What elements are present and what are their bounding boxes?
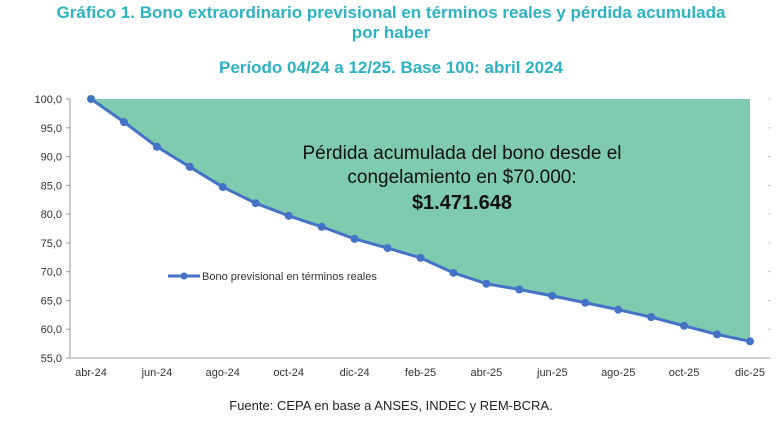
x-tick-label: feb-25 (405, 367, 436, 379)
chart-subtitle: Período 04/24 a 12/25. Base 100: abril 2… (219, 58, 563, 77)
x-tick-label: ago-24 (206, 367, 240, 379)
annotation-value: $1.471.648 (412, 192, 512, 214)
chart-title-line2: por haber (351, 23, 431, 42)
legend: Bono previsional en términos reales (168, 271, 377, 283)
series-layer (87, 95, 754, 346)
data-point (746, 337, 754, 346)
data-point (317, 222, 326, 231)
data-point (87, 95, 95, 103)
loss-area-layer (91, 99, 750, 342)
y-tick-label: 100,0 (34, 94, 62, 106)
x-tick-label: oct-24 (273, 367, 304, 379)
data-point (614, 305, 623, 314)
y-tick-label: 95,0 (41, 123, 62, 135)
x-tick-label: dic-25 (735, 367, 765, 379)
chart-title-line1: Gráfico 1. Bono extraordinario prevision… (56, 3, 726, 22)
y-tick-label: 60,0 (41, 324, 62, 336)
annotation-line2: congelamiento en $70.000: (347, 167, 576, 188)
x-tick-label: dic-24 (340, 367, 370, 379)
y-tick-label: 55,0 (41, 353, 62, 365)
data-point (185, 162, 194, 171)
y-tick-label: 65,0 (41, 295, 62, 307)
x-tick-label: abr-25 (471, 367, 503, 379)
data-point (449, 268, 458, 277)
source-note: Fuente: CEPA en base a ANSES, INDEC y RE… (229, 398, 553, 413)
data-point (581, 298, 590, 307)
data-point (416, 253, 425, 262)
annotation-line1: Pérdida acumulada del bono desde el (302, 143, 621, 164)
line-chart: 55,0 60,0 65,0 70,0 75,0 80,0 85,0 90,0 95,0 100,… (34, 94, 771, 379)
y-tick-label: 80,0 (41, 209, 62, 221)
y-tick-label: 75,0 (41, 238, 62, 250)
loss-area (91, 99, 750, 342)
legend-label: Bono previsional en términos reales (202, 271, 377, 283)
y-tick-label: 90,0 (41, 152, 62, 164)
data-point (383, 244, 392, 253)
data-point (152, 142, 161, 151)
y-tick-label: 70,0 (41, 267, 62, 279)
data-point (515, 285, 524, 294)
x-tick-label: ago-25 (601, 367, 635, 379)
data-point (680, 321, 689, 330)
x-tick-label: abr-24 (75, 367, 107, 379)
data-point (647, 313, 656, 322)
data-point (713, 330, 722, 339)
data-point (251, 199, 260, 208)
y-tick-label: 85,0 (41, 180, 62, 192)
data-point (482, 279, 491, 288)
x-tick-label: oct-25 (669, 367, 700, 379)
data-point (350, 234, 359, 243)
axis-layer: 55,0 60,0 65,0 70,0 75,0 80,0 85,0 90,0 95,0 100,… (34, 94, 771, 379)
data-point (548, 291, 557, 300)
data-point (119, 118, 128, 127)
x-tick-label: jun-24 (141, 367, 173, 379)
legend-marker (180, 272, 188, 280)
x-tick-label: jun-25 (536, 367, 568, 379)
loss-annotation: Pérdida acumulada del bono desde el cong… (302, 143, 621, 214)
data-point (218, 183, 227, 192)
data-point (284, 211, 293, 220)
